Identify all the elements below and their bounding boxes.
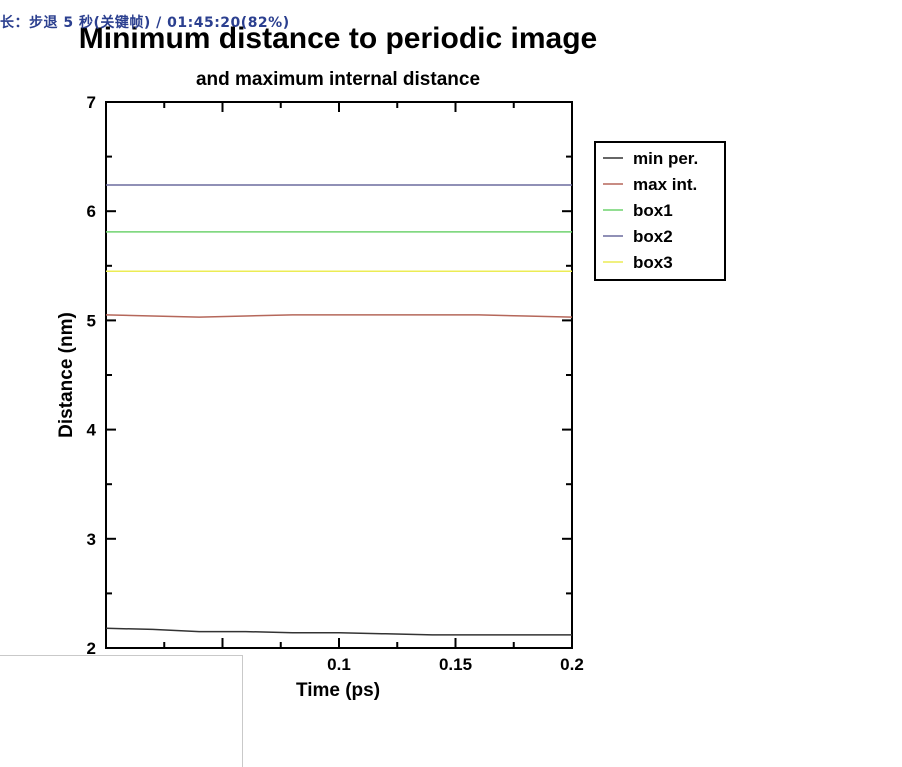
x-axis: 0.1 0.15 0.2 [105, 102, 584, 674]
x-axis-label: Time (ps) [296, 680, 380, 701]
chart-subtitle: and maximum internal distance [196, 69, 480, 90]
series-layer [105, 184, 573, 636]
y-axis-label: Distance (nm) [56, 312, 77, 438]
y-tick-label: 3 [87, 530, 96, 549]
y-axis: 2 3 4 5 6 7 [87, 93, 572, 658]
y-tick-label: 6 [87, 202, 96, 221]
legend-label: box1 [633, 201, 673, 220]
y-tick-label: 5 [87, 311, 96, 330]
y-tick-label: 2 [87, 639, 96, 658]
x-tick-label: 0.1 [327, 655, 351, 674]
bottom-panel [0, 655, 243, 767]
legend-label: box3 [633, 253, 673, 272]
y-tick-label: 4 [87, 421, 97, 440]
y-tick-label: 7 [87, 93, 96, 112]
series-line-max-int [105, 314, 573, 318]
series-line-min-per [105, 627, 572, 636]
x-tick-label: 0.2 [560, 655, 584, 674]
plot-area [105, 101, 573, 649]
plot-frame [105, 101, 573, 649]
video-status-overlay: 长：步退 5 秒(关键帧) / 01:45:20(82%) [0, 15, 290, 31]
legend-label: min per. [633, 149, 698, 168]
x-tick-label: 0.15 [439, 655, 472, 674]
legend-box [594, 141, 726, 281]
chart-title: Minimum distance to periodic image [79, 22, 597, 55]
legend: min per. max int. box1 box2 box3 [594, 141, 726, 281]
legend-label: max int. [633, 175, 697, 194]
legend-label: box2 [633, 227, 673, 246]
